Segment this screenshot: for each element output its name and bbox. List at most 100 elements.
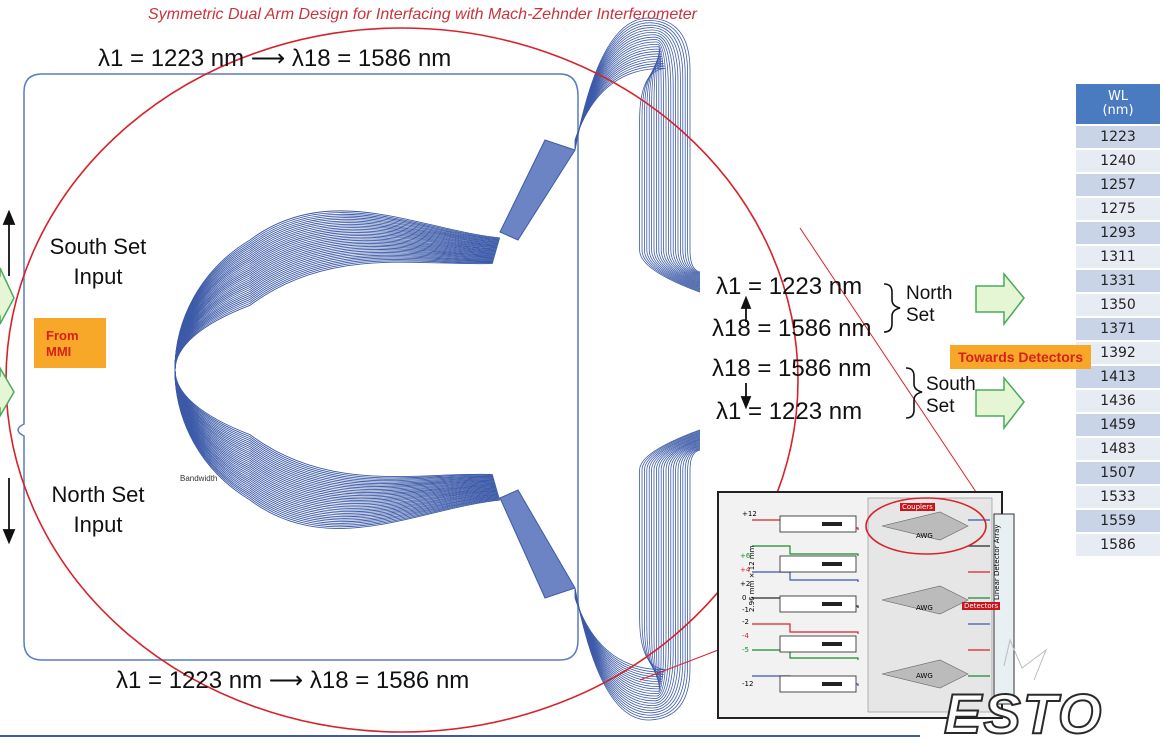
inset-mmi-box (779, 555, 857, 573)
diagram-title: Symmetric Dual Arm Design for Interfacin… (148, 6, 697, 23)
table-cell: 1223 (1076, 126, 1160, 148)
inset-wire (752, 545, 859, 556)
table-row: 1240 (1076, 150, 1160, 172)
table-row: 1459 (1076, 414, 1160, 436)
loop-line (574, 446, 701, 714)
table-cell: 1533 (1076, 486, 1160, 508)
awg-line (174, 261, 493, 478)
bottom-wavelength-range: λ1 = 1223 nm ⟶ λ18 = 1586 nm (116, 667, 470, 694)
table-cell: 1371 (1076, 318, 1160, 340)
loop-line (574, 39, 701, 282)
north-set-label: North Set (906, 283, 953, 326)
loop-line (574, 24, 701, 276)
inset-v-2: +6 (740, 552, 751, 560)
inset-v-3: +4 (740, 566, 751, 574)
table-cell: 1436 (1076, 390, 1160, 412)
table-cell: 1331 (1076, 270, 1160, 292)
star-couplers (499, 139, 576, 599)
loop-line (574, 438, 701, 692)
north-set-input-label: North Set Input (51, 482, 145, 537)
esto-logo-shape (0, 638, 1048, 737)
from-mmi-badge: From MMI (34, 318, 106, 368)
loop-line (574, 31, 701, 279)
table-row: 1413 (1076, 366, 1160, 388)
table-cell: 1507 (1076, 462, 1160, 484)
loop-line (574, 441, 701, 702)
loop-line (574, 65, 701, 292)
loop-line (574, 448, 701, 719)
inset-schematic (717, 491, 1015, 719)
table-cell: 1257 (1076, 174, 1160, 196)
awg-small-label: Bandwidth (180, 474, 218, 483)
loop-line (574, 443, 701, 707)
inset-v-9: -5 (742, 646, 749, 654)
loop-line (574, 444, 701, 709)
loop-line (574, 445, 701, 711)
table-row: 1507 (1076, 462, 1160, 484)
table-cell: 1413 (1076, 366, 1160, 388)
inset-awg-3: AWG (916, 672, 933, 680)
inset-awg-shape (881, 511, 969, 541)
input-arrows (0, 267, 15, 418)
table-row: 1293 (1076, 222, 1160, 244)
table-row: 1533 (1076, 486, 1160, 508)
south-last-wavelength: λ1 = 1223 nm (716, 398, 863, 425)
table-cell: 1311 (1076, 246, 1160, 268)
loop-line (574, 429, 701, 671)
inset-v-bottom: -12 (742, 680, 754, 688)
table-body: 1223 1240 1257 1275 1293 1311 1331 1350 1371 1392… (1076, 126, 1160, 556)
table-row: 1436 (1076, 390, 1160, 412)
loop-line (574, 436, 701, 687)
inset-awg-2: AWG (916, 604, 933, 612)
inset-coupler-label: Couplers (900, 503, 935, 511)
table-row: 1350 (1076, 294, 1160, 316)
loop-line (574, 51, 701, 286)
loop-line (574, 29, 701, 278)
loop-line (574, 19, 701, 274)
inset-mmi-box (779, 595, 857, 613)
loop-line (574, 447, 701, 716)
table-header: WL (nm) (1076, 84, 1160, 124)
inset-wire (752, 623, 859, 634)
loop-line (574, 43, 701, 283)
esto-logo: ESTO (943, 682, 1104, 745)
inset-wire (752, 649, 859, 660)
north-last-wavelength: λ18 = 1586 nm (712, 315, 872, 342)
inset-mmi-box (779, 635, 857, 653)
table-cell: 1459 (1076, 414, 1160, 436)
inset-awg-shape (881, 659, 969, 689)
table-cell: 1275 (1076, 198, 1160, 220)
loop-line (574, 449, 701, 721)
inset-v-8: -4 (742, 632, 749, 640)
loop-line (574, 34, 701, 280)
loop-line (574, 442, 701, 704)
loop-line (574, 435, 701, 685)
inset-heater-bar (822, 602, 842, 606)
inset-v-6: -1 (742, 606, 749, 614)
table-row: 1559 (1076, 510, 1160, 532)
table-row: 1483 (1076, 438, 1160, 460)
south-set-label: South Set (926, 374, 976, 417)
braces (883, 283, 923, 419)
table-header-row: WL (nm) (1076, 84, 1160, 124)
north-first-wavelength: λ1 = 1223 nm (716, 273, 863, 300)
table-row: 1331 (1076, 270, 1160, 292)
table-cell: 1483 (1076, 438, 1160, 460)
inset-v-4: +2 (740, 580, 751, 588)
inset-v-5: 0 (742, 594, 747, 602)
table-row: 1392 (1076, 342, 1160, 364)
table-cell: 1240 (1076, 150, 1160, 172)
loop-line (574, 36, 701, 281)
table-cell: 1350 (1076, 294, 1160, 316)
inset-awg-shape (881, 585, 969, 615)
loop-line (574, 430, 701, 673)
loop-line (574, 17, 701, 273)
inset-wire (752, 571, 859, 582)
inset-awg-1: AWG (916, 532, 933, 540)
output-arrows (975, 271, 1025, 431)
loop-line (574, 41, 701, 282)
inset-mmi-box (779, 515, 857, 533)
loop-line (574, 440, 701, 697)
awg-waveguide-body (174, 210, 501, 529)
